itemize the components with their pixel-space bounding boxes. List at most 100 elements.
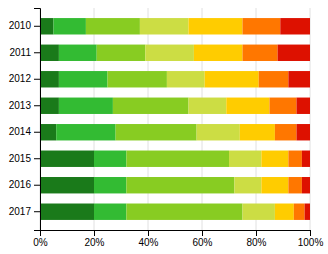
tick-mark xyxy=(34,79,40,80)
axis-line xyxy=(41,231,311,237)
bar-segment xyxy=(54,18,86,34)
bar-segment xyxy=(94,204,126,220)
bar-segment xyxy=(297,98,311,114)
chart: 0%20%40%60%80%100%2010201120122013201420… xyxy=(0,0,328,254)
bar-segment xyxy=(194,45,243,61)
bar-segment xyxy=(40,71,59,87)
grid xyxy=(40,8,310,230)
bar-segment xyxy=(40,45,59,61)
grid-line xyxy=(148,8,149,230)
tick-label: 2016 xyxy=(9,179,32,190)
tick: 20% xyxy=(84,230,104,248)
tick-mark xyxy=(34,52,40,53)
bar-segment xyxy=(40,177,94,193)
grid-line xyxy=(94,8,95,230)
tick-label: 2014 xyxy=(9,126,32,137)
tick: 2016 xyxy=(9,179,40,190)
bar-segment xyxy=(302,151,310,167)
tick-label: 2010 xyxy=(9,20,32,31)
bar-segment xyxy=(288,151,302,167)
bar-segment xyxy=(116,124,197,140)
bars xyxy=(40,18,310,220)
tick: 2014 xyxy=(9,126,40,137)
series xyxy=(278,18,310,220)
tick-label: 2017 xyxy=(9,206,32,217)
tick: 2010 xyxy=(9,20,40,31)
tick-mark xyxy=(310,230,311,236)
axis-line xyxy=(34,9,41,231)
tick: 2013 xyxy=(9,100,40,111)
bar-segment xyxy=(59,45,97,61)
bar-segment xyxy=(197,124,240,140)
tick-mark xyxy=(202,230,203,236)
tick-label: 2012 xyxy=(9,73,32,84)
tick-label: 100% xyxy=(298,237,324,248)
tick-mark xyxy=(34,185,40,186)
bar-segment xyxy=(261,177,288,193)
bar-segment xyxy=(59,98,113,114)
bar-segment xyxy=(275,124,297,140)
tick: 2017 xyxy=(9,206,40,217)
y-axis: 2010 2011 2012 2013 2014 2015 2016 2017 xyxy=(9,9,41,231)
bar-segment xyxy=(40,124,56,140)
series xyxy=(86,18,243,220)
bar-segment xyxy=(86,18,140,34)
bar-segment xyxy=(297,124,311,140)
tick-mark xyxy=(34,105,40,106)
tick-mark xyxy=(148,230,149,236)
bar-segment xyxy=(243,18,281,34)
bar-segment xyxy=(288,71,310,87)
bar-segment xyxy=(240,124,275,140)
bar-segment xyxy=(140,18,189,34)
grid-line xyxy=(202,8,203,230)
bar-segment xyxy=(59,71,108,87)
tick-mark xyxy=(34,132,40,133)
bar-segment xyxy=(278,45,310,61)
bar-segment xyxy=(40,18,54,34)
tick-label: 60% xyxy=(192,237,212,248)
bar-segment xyxy=(205,71,259,87)
bar-segment xyxy=(243,204,275,220)
tick: 40% xyxy=(138,230,158,248)
bar-segment xyxy=(94,177,126,193)
tick: 2015 xyxy=(9,153,40,164)
x-axis: 0% 20% 40% 60% 80% 100% xyxy=(33,230,323,248)
bar-segment xyxy=(189,98,227,114)
bar-segment xyxy=(189,18,243,34)
tick-label: 2013 xyxy=(9,100,32,111)
bar-segment xyxy=(97,45,146,61)
tick-mark xyxy=(94,230,95,236)
tick: 80% xyxy=(246,230,266,248)
bar-segment xyxy=(302,177,310,193)
tick-label: 80% xyxy=(246,237,266,248)
plot: 0%20%40%60%80%100%2010201120122013201420… xyxy=(9,8,324,248)
bar-segment xyxy=(288,177,302,193)
tick-label: 20% xyxy=(84,237,104,248)
tick-mark xyxy=(34,26,40,27)
bar-segment xyxy=(126,151,229,167)
tick: 0% xyxy=(33,230,48,248)
bar-segment xyxy=(234,177,261,193)
bar-segment xyxy=(259,71,289,87)
bar-segment xyxy=(275,204,294,220)
bar-segment xyxy=(305,204,310,220)
tick: 100% xyxy=(298,230,324,248)
bar-segment xyxy=(40,98,59,114)
bar-segment xyxy=(40,204,94,220)
tick-mark xyxy=(256,230,257,236)
tick-mark xyxy=(34,211,40,212)
tick-label: 2015 xyxy=(9,153,32,164)
bar-segment xyxy=(229,151,261,167)
bar-segment xyxy=(294,204,305,220)
grid-line xyxy=(256,8,257,230)
bar-segment xyxy=(40,151,94,167)
tick-label: 2011 xyxy=(9,47,31,58)
bar-segment xyxy=(126,204,242,220)
tick-mark xyxy=(34,158,40,159)
bar-segment xyxy=(226,98,269,114)
tick: 60% xyxy=(192,230,212,248)
tick: 2011 xyxy=(9,47,40,58)
bar-segment xyxy=(167,71,205,87)
bar-segment xyxy=(108,71,167,87)
bar-segment xyxy=(126,177,234,193)
